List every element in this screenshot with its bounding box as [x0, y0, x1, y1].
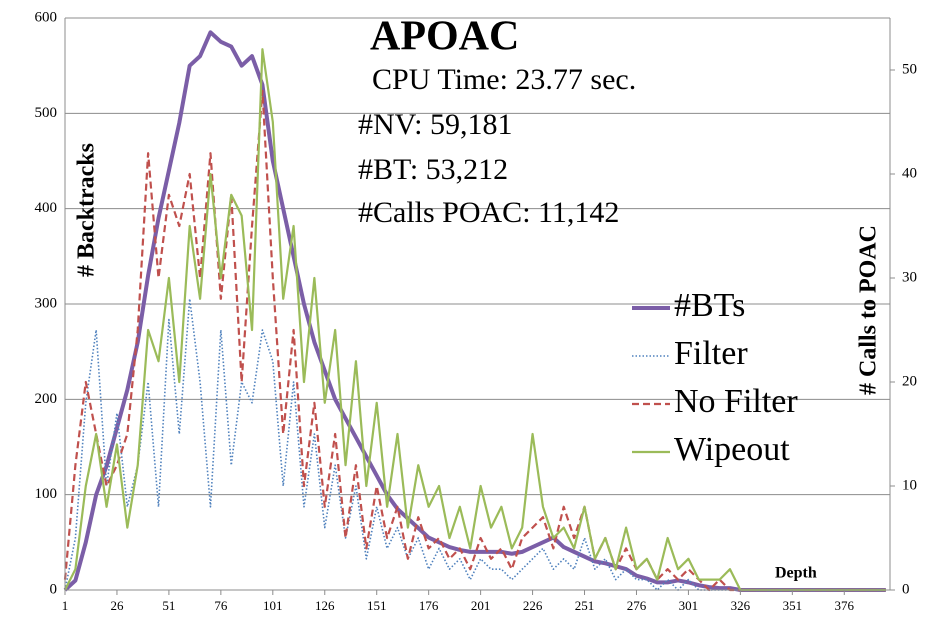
- y2-tick-label: 20: [902, 373, 917, 389]
- y2-tick-label: 50: [902, 61, 917, 77]
- grid-layer: [65, 17, 890, 591]
- x-tick-label: 201: [471, 598, 491, 613]
- y-tick-label: 0: [50, 581, 58, 597]
- x-tick-label: 351: [783, 598, 803, 613]
- legend-label: #BTs: [674, 287, 745, 324]
- x-tick-label: 301: [679, 598, 699, 613]
- annotation: CPU Time: 23.77 sec.: [372, 63, 636, 96]
- x-tick-label: 1: [62, 598, 69, 613]
- legend-label: Filter: [674, 335, 748, 372]
- x-tick-label: 26: [110, 598, 124, 613]
- y-tick-label: 200: [35, 391, 58, 407]
- x-tick-label: 126: [315, 598, 335, 613]
- y2-tick-label: 0: [902, 581, 910, 597]
- annotation: #Calls POAC: 11,142: [358, 196, 619, 229]
- x-tick-label: 276: [627, 598, 647, 613]
- x-tick-label: 101: [263, 598, 283, 613]
- x-tick-label: 326: [731, 598, 751, 613]
- y-tick-label: 600: [35, 9, 58, 25]
- legend-label: No Filter: [674, 383, 798, 420]
- y2-tick-label: 30: [902, 269, 917, 285]
- x-tick-label: 51: [162, 598, 175, 613]
- x-tick-label: 151: [367, 598, 387, 613]
- y-tick-label: 100: [35, 486, 58, 502]
- y-tick-label: 400: [35, 200, 58, 216]
- y-axis-title: # Backtracks: [74, 143, 100, 277]
- y2-axis-title: # Calls to POAC: [856, 225, 882, 395]
- x-tick-label: 251: [575, 598, 595, 613]
- legend-label: Wipeout: [674, 431, 790, 468]
- y-tick-label: 500: [35, 105, 58, 121]
- x-tick-label: 76: [214, 598, 228, 613]
- series-line: [64, 298, 886, 591]
- y2-tick-label: 10: [902, 477, 917, 493]
- x-axis-title: Depth: [775, 565, 817, 582]
- x-tick-label: 376: [835, 598, 855, 613]
- x-tick-label: 226: [523, 598, 543, 613]
- annotation: #BT: 53,212: [358, 153, 508, 186]
- y-tick-label: 300: [35, 295, 58, 311]
- annotation: #NV: 59,181: [358, 108, 512, 141]
- y2-tick-label: 40: [902, 165, 917, 181]
- chart-title: APOAC: [370, 14, 519, 60]
- x-tick-label: 176: [419, 598, 439, 613]
